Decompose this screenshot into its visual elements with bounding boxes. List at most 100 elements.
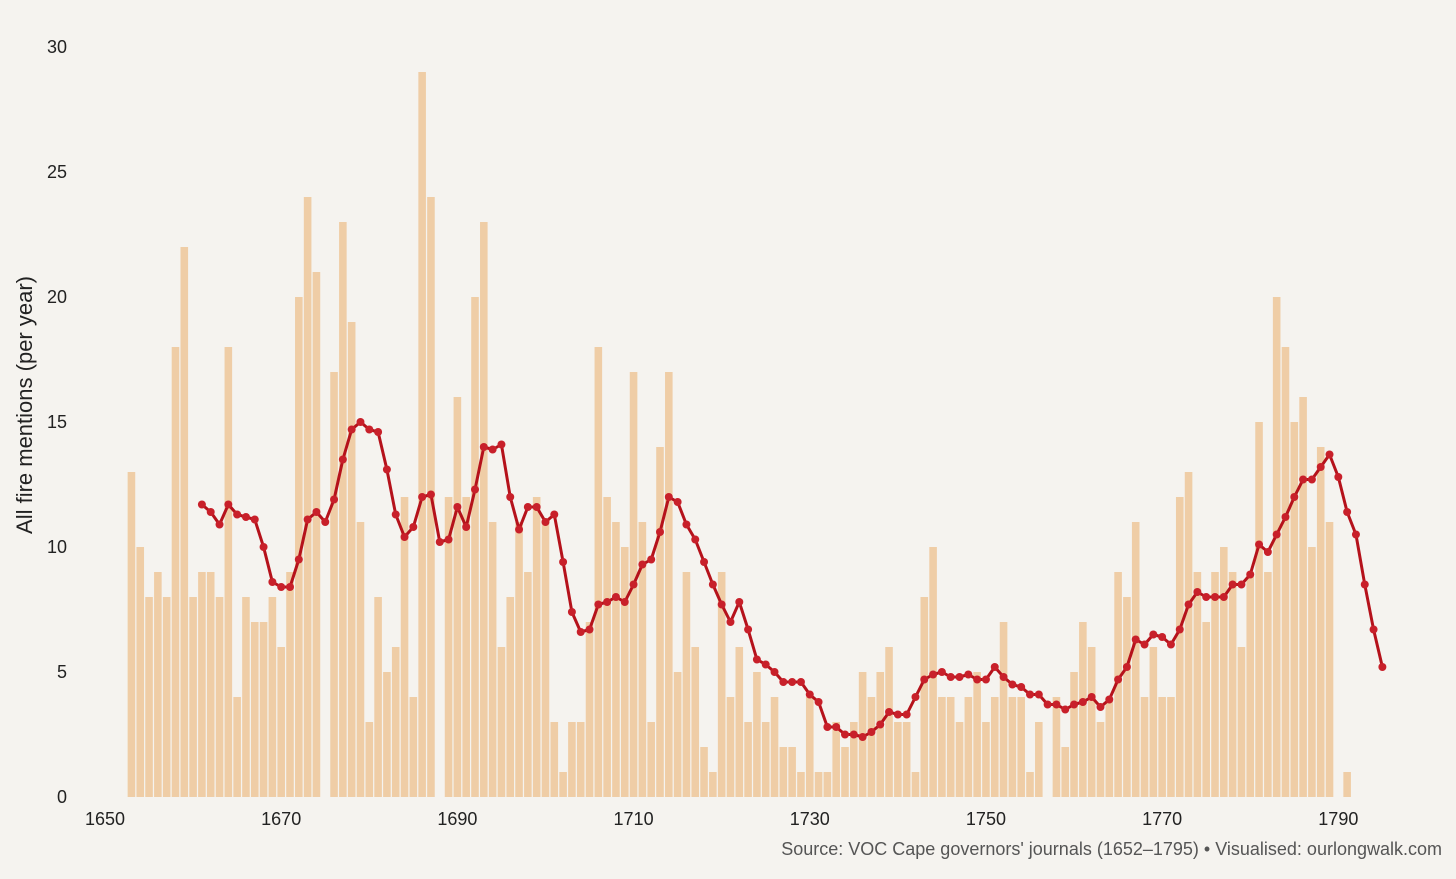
bar-1696 — [506, 597, 515, 797]
line-point-1795 — [1378, 663, 1387, 671]
line-point-1775 — [1202, 593, 1211, 601]
bar-1791 — [1343, 772, 1351, 797]
line-point-1743 — [920, 675, 929, 684]
line-point-1764 — [1105, 695, 1114, 704]
line-point-1759 — [1061, 705, 1070, 714]
line-point-1792 — [1351, 530, 1360, 539]
bar-1699 — [532, 497, 541, 797]
line-point-1744 — [929, 670, 938, 679]
bar-1671 — [286, 572, 294, 797]
bar-1727 — [779, 747, 788, 797]
line-point-1693 — [479, 443, 488, 451]
line-point-1728 — [788, 678, 797, 686]
bar-1763 — [1096, 722, 1105, 797]
bar-1760 — [1070, 672, 1078, 797]
bar-1667 — [250, 622, 259, 797]
line-point-1735 — [849, 730, 858, 739]
line-point-1671 — [286, 583, 294, 591]
bar-1739 — [885, 647, 893, 797]
line-point-1699 — [532, 503, 541, 511]
bar-1758 — [1052, 697, 1061, 797]
line-point-1703 — [567, 608, 576, 616]
line-point-1707 — [603, 598, 612, 606]
bar-1782 — [1264, 572, 1272, 797]
bar-1689 — [444, 497, 453, 797]
bar-1753 — [1008, 697, 1017, 797]
bar-1695 — [497, 647, 506, 797]
line-point-1706 — [594, 600, 603, 609]
source-note: Source: VOC Cape governors' journals (16… — [781, 839, 1442, 859]
line-point-1724 — [752, 655, 761, 664]
line-point-1664 — [224, 500, 233, 509]
bar-1775 — [1202, 622, 1210, 797]
line-point-1723 — [744, 625, 753, 634]
bar-1702 — [559, 772, 567, 797]
line-point-1791 — [1343, 508, 1352, 516]
line-point-1698 — [523, 503, 532, 511]
bar-1690 — [453, 397, 462, 797]
line-point-1674 — [312, 508, 321, 516]
bar-1682 — [383, 672, 391, 797]
bar-1755 — [1026, 772, 1034, 797]
bar-1735 — [850, 722, 858, 797]
line-point-1758 — [1052, 700, 1061, 709]
line-point-1666 — [241, 513, 250, 521]
bar-1707 — [603, 497, 611, 797]
bar-1660 — [189, 597, 197, 797]
line-point-1704 — [576, 628, 585, 636]
line-point-1678 — [347, 425, 356, 434]
x-tick-label-1710: 1710 — [614, 809, 654, 829]
line-point-1716 — [682, 520, 691, 529]
line-point-1722 — [735, 598, 744, 606]
line-point-1761 — [1078, 698, 1087, 706]
bar-1789 — [1325, 522, 1334, 797]
bar-1692 — [471, 297, 479, 797]
bar-1734 — [841, 747, 849, 797]
bar-1765 — [1114, 572, 1122, 797]
bar-1741 — [902, 722, 911, 797]
bars-layer — [127, 72, 1351, 797]
bar-1780 — [1246, 572, 1255, 797]
bar-1773 — [1184, 472, 1193, 797]
x-tick-label-1730: 1730 — [790, 809, 830, 829]
line-point-1682 — [382, 465, 391, 474]
bar-1677 — [339, 222, 347, 797]
x-tick-label-1770: 1770 — [1142, 809, 1182, 829]
bar-1662 — [206, 572, 215, 797]
bar-1720 — [717, 572, 726, 797]
line-point-1782 — [1263, 548, 1272, 556]
bar-1779 — [1237, 647, 1246, 797]
bar-1786 — [1299, 397, 1307, 797]
bar-1661 — [198, 572, 206, 797]
line-point-1712 — [647, 555, 656, 564]
line-point-1793 — [1360, 580, 1369, 589]
bar-1740 — [894, 722, 902, 797]
bar-1712 — [647, 722, 655, 797]
bar-1672 — [295, 297, 303, 797]
bar-1726 — [770, 697, 779, 797]
bar-1683 — [391, 647, 400, 797]
line-point-1767 — [1131, 635, 1140, 644]
line-point-1750 — [981, 675, 990, 684]
line-point-1772 — [1175, 625, 1184, 634]
bar-1704 — [576, 722, 585, 797]
line-point-1683 — [391, 510, 400, 519]
line-point-1756 — [1034, 690, 1043, 699]
bar-1752 — [999, 622, 1008, 797]
bar-1771 — [1167, 697, 1175, 797]
bar-1705 — [585, 622, 594, 797]
bar-1706 — [594, 347, 603, 797]
line-point-1729 — [796, 678, 805, 686]
bar-1746 — [946, 697, 955, 797]
line-point-1665 — [233, 510, 242, 519]
axis-layer: 0 5 10 15 20 25 30 1650 1670 1690 1710 1730 1750 1770… — [47, 37, 1358, 829]
bar-1658 — [171, 347, 180, 797]
y-axis-title: All fire mentions (per year) — [12, 276, 37, 534]
bar-1738 — [876, 672, 885, 797]
line-point-1749 — [973, 675, 982, 684]
bar-1743 — [920, 597, 929, 797]
bar-1785 — [1290, 422, 1299, 797]
bar-1777 — [1220, 547, 1228, 797]
line-point-1670 — [277, 583, 286, 591]
